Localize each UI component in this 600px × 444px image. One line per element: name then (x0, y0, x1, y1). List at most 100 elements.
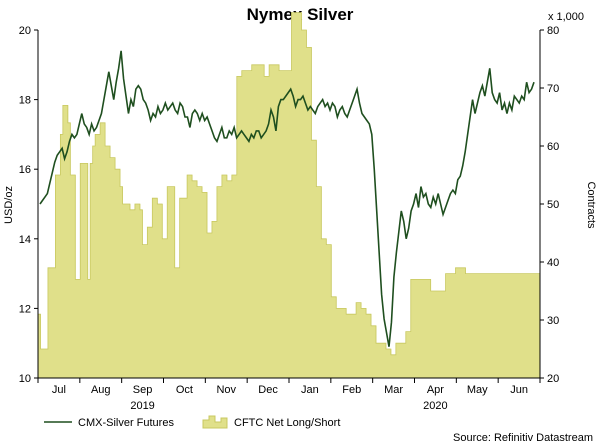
cftc-bar (331, 296, 335, 378)
cftc-bar (467, 273, 471, 378)
cftc-bar (530, 273, 533, 378)
left-tick-label: 14 (19, 234, 31, 246)
cftc-bar (328, 244, 332, 378)
cftc-bar (512, 273, 516, 378)
cftc-bar (144, 244, 148, 378)
cftc-bar (460, 267, 464, 378)
cftc-bar (75, 279, 79, 378)
cftc-bar (259, 64, 263, 379)
month-tick-label: Nov (216, 384, 236, 396)
legend-swatch-bars (202, 415, 228, 429)
cftc-bar (527, 273, 531, 378)
cftc-bar (298, 12, 302, 378)
cftc-bar (197, 186, 200, 378)
cftc-bar (482, 273, 486, 378)
cftc-bar (326, 244, 330, 378)
cftc-bar (375, 343, 379, 378)
cftc-bar (453, 273, 456, 378)
cftc-bar (105, 146, 108, 378)
cftc-bar (174, 267, 178, 378)
cftc-bar (306, 47, 310, 379)
cftc-bar (55, 175, 59, 378)
cftc-bar (269, 64, 273, 379)
cftc-bar (532, 273, 536, 378)
right-tick-label: 60 (547, 141, 559, 153)
cftc-bar (241, 70, 245, 378)
cftc-bar (70, 175, 74, 378)
right-tick-label: 70 (547, 83, 559, 95)
cftc-bar (477, 273, 481, 378)
cftc-bar (433, 291, 437, 378)
cftc-bar (450, 273, 454, 378)
cftc-bar (388, 349, 392, 378)
cftc-bar (341, 308, 345, 378)
cftc-bar (440, 291, 444, 378)
month-tick-label: Sep (133, 384, 153, 396)
cftc-bar (179, 198, 183, 378)
cftc-bar (152, 198, 156, 378)
cftc-bar (462, 267, 466, 378)
cftc-bar (535, 273, 538, 378)
cftc-bar (301, 30, 305, 378)
cftc-bar (236, 76, 240, 379)
cftc-bar (303, 30, 307, 378)
month-tick-label: Jun (510, 384, 528, 396)
cftc-bar (284, 70, 287, 378)
cftc-bar (276, 64, 280, 379)
cftc-bar (65, 105, 69, 379)
cftc-bar (172, 186, 176, 378)
cftc-bar (154, 198, 158, 378)
cftc-bar (318, 186, 322, 378)
cftc-bar (428, 279, 432, 378)
cftc-bar (92, 146, 96, 378)
cftc-bar (57, 175, 61, 378)
cftc-bar (147, 227, 151, 378)
cftc-bar (42, 349, 46, 378)
cftc-bar (445, 273, 449, 378)
month-tick-label: Aug (91, 384, 111, 396)
month-tick-label: Jul (52, 384, 66, 396)
x-axis-ticks: Jul Aug Sep Oct Nov Dec Jan Feb Mar Apr May Jun (37, 378, 541, 396)
left-tick-label: 10 (19, 373, 31, 385)
left-tick-label: 20 (19, 25, 31, 37)
cftc-bar (224, 175, 228, 378)
cftc-bar (281, 70, 285, 378)
cftc-bar (316, 186, 320, 378)
cftc-bar (177, 267, 181, 378)
cftc-bar (336, 308, 340, 378)
cftc-bar (497, 273, 501, 378)
cftc-bar (475, 273, 479, 378)
cftc-bar (38, 314, 41, 378)
cftc-bar (291, 12, 295, 378)
cftc-bar (216, 186, 220, 378)
cftc-bar (448, 273, 451, 378)
month-tick-label: Jan (301, 384, 319, 396)
cftc-bar (366, 314, 369, 378)
cftc-bar (120, 186, 123, 378)
left-axis-label: USD/oz (3, 186, 15, 224)
cftc-bar (487, 273, 491, 378)
cftc-bar (214, 221, 218, 378)
cftc-bar (90, 163, 94, 378)
x-axis-years: 2019 2020 (130, 400, 447, 412)
cftc-bar (219, 186, 223, 378)
cftc-bar (45, 349, 49, 378)
cftc-bar (413, 279, 417, 378)
cftc-bar (62, 105, 66, 379)
right-tick-label: 20 (547, 373, 559, 385)
cftc-bar (455, 267, 459, 378)
cftc-bar (520, 273, 524, 378)
cftc-bar (517, 273, 521, 378)
cftc-bar (343, 308, 347, 378)
right-axis-label: Contracts (585, 181, 597, 229)
left-tick-label: 12 (19, 303, 31, 315)
cftc-bar (274, 64, 277, 379)
cftc-bar (400, 343, 404, 378)
year-label: 2020 (423, 400, 447, 412)
cftc-bar (50, 267, 54, 378)
cftc-bar (249, 70, 253, 378)
cftc-bar (380, 343, 384, 378)
cftc-bar (495, 273, 499, 378)
cftc-bar (410, 279, 414, 378)
